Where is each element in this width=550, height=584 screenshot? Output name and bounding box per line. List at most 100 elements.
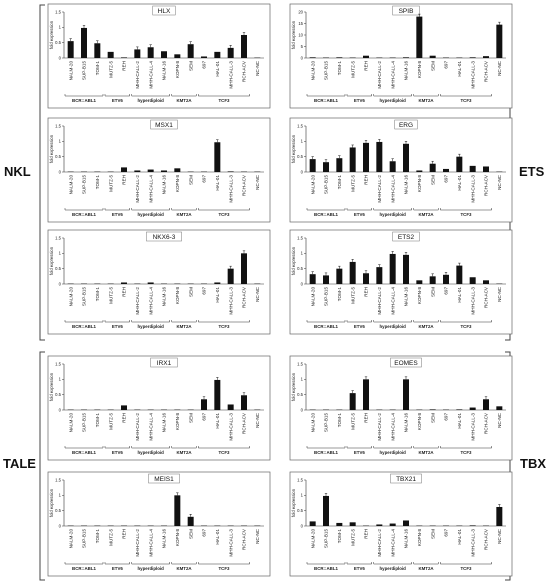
- bar-697: [201, 56, 207, 58]
- bar-mhh-call-3: [227, 404, 234, 410]
- bar-tom-1: [336, 268, 343, 284]
- y-tick-label: 1.5: [297, 361, 303, 366]
- group-label: BCR::ABL1: [72, 324, 96, 329]
- category-label: NALM-20: [310, 413, 315, 433]
- y-tick-label: 15: [298, 21, 303, 26]
- chart-panel-nkx6-3: 0 0.5 1 1.5 fold expression NKX6-3 NALM-20 SUP-…: [47, 229, 271, 335]
- bar-sup-b15: [323, 275, 329, 284]
- group-label: KMT2A: [418, 324, 434, 329]
- bar-mhh-call-3: [469, 277, 476, 284]
- category-label: REH: [364, 61, 369, 71]
- bar-rch-acv: [241, 35, 247, 58]
- category-label: MHH-CALL-3: [470, 61, 475, 89]
- category-label: SUP-B15: [324, 413, 329, 433]
- y-tick-label: 0.5: [55, 154, 61, 159]
- bar-nalm-16: [161, 51, 167, 58]
- category-label: NC-NC: [255, 286, 260, 301]
- y-tick-label: 0: [301, 169, 304, 174]
- category-label: SEM: [188, 61, 193, 71]
- bar-sem: [187, 516, 194, 526]
- category-label: TOM-1: [95, 413, 100, 428]
- category-label: KOPN-8: [175, 413, 180, 431]
- category-label: NALM-16: [162, 413, 167, 433]
- panel-frame: [47, 355, 271, 461]
- bar-hal-01: [456, 409, 463, 410]
- category-label: NALM-16: [404, 61, 409, 81]
- category-label: NALM-20: [68, 175, 73, 195]
- category-label: NC-NC: [497, 174, 502, 189]
- y-tick-label: 0.5: [55, 40, 61, 45]
- category-label: MUTZ-5: [108, 61, 113, 78]
- category-label: MHH-CALL-4: [390, 287, 395, 315]
- category-label: RCH-ACV: [484, 412, 489, 434]
- category-label: REH: [122, 175, 127, 185]
- bar-sup-b15: [323, 162, 329, 172]
- category-label: NC-NC: [497, 528, 502, 543]
- category-label: NALM-20: [310, 529, 315, 549]
- bar-nc-nc: [496, 406, 503, 410]
- category-label: SUP-B15: [82, 287, 87, 307]
- category-label: MUTZ-5: [350, 175, 355, 192]
- category-label: SEM: [430, 413, 435, 423]
- category-label: NC-NC: [255, 528, 260, 543]
- category-label: SUP-B15: [324, 61, 329, 81]
- category-label: NALM-20: [68, 61, 73, 81]
- bar-mhh-call-4: [389, 523, 396, 526]
- category-label: NALM-16: [404, 529, 409, 549]
- category-label: MHH-CALL-2: [135, 61, 140, 89]
- bar-mutz-5: [349, 261, 356, 284]
- chart-title: NKX6-3: [153, 234, 176, 241]
- category-label: MUTZ-5: [108, 529, 113, 546]
- category-label: TOM-1: [95, 175, 100, 190]
- bar-reh: [121, 57, 127, 58]
- bar-reh: [121, 167, 127, 172]
- group-label: BCR::ABL1: [314, 324, 338, 329]
- category-label: TOM-1: [337, 175, 342, 190]
- bar-kopn-8: [174, 54, 181, 58]
- y-tick-label: 0: [59, 281, 62, 286]
- category-label: HAL-01: [457, 529, 462, 545]
- bar-hal-01: [214, 51, 221, 58]
- group-label: TCF3: [219, 566, 231, 571]
- bar-reh: [363, 142, 369, 172]
- category-label: HAL-01: [215, 175, 220, 191]
- group-label: ETV6: [354, 566, 366, 571]
- category-label: MHH-CALL-4: [390, 175, 395, 203]
- bracket-tbx: [505, 351, 511, 581]
- y-tick-label: 1.5: [297, 477, 303, 482]
- category-label: RCH-ACV: [242, 174, 247, 196]
- group-label: ETV6: [354, 324, 366, 329]
- bar-mhh-call-3: [227, 171, 234, 172]
- category-label: MHH-CALL-3: [228, 61, 233, 89]
- bar-nc-nc: [496, 506, 503, 526]
- chart-panel-ets2: 0 0.5 1 1.5 fold expression ETS2 NALM-20 SUP-B1…: [289, 229, 513, 335]
- y-tick-label: 0.5: [297, 154, 303, 159]
- category-label: HAL-01: [457, 413, 462, 429]
- category-label: MUTZ-5: [108, 175, 113, 192]
- group-label: TCF3: [219, 324, 231, 329]
- group-label: TCF3: [219, 450, 231, 455]
- category-label: NALM-16: [404, 287, 409, 307]
- y-tick-label: 1: [59, 377, 62, 382]
- category-label: MHH-CALL-4: [390, 529, 395, 557]
- category-label: NC-NC: [255, 174, 260, 189]
- group-label: BCR::ABL1: [314, 450, 338, 455]
- bar-697: [443, 274, 449, 284]
- bar-mhh-call-2: [376, 141, 383, 172]
- category-label: KOPN-8: [417, 287, 422, 305]
- y-tick-label: 1: [59, 251, 62, 256]
- category-label: MHH-CALL-2: [377, 529, 382, 557]
- category-label: KOPN-8: [417, 413, 422, 431]
- y-axis-label: fold expression: [49, 372, 54, 401]
- bar-mhh-call-4: [389, 161, 396, 172]
- category-label: KOPN-8: [417, 61, 422, 79]
- bar-reh: [363, 379, 369, 410]
- bar-mutz-5: [349, 393, 356, 410]
- category-label: NALM-20: [310, 175, 315, 195]
- bar-nalm-20: [309, 521, 316, 526]
- bar-hal-01: [456, 156, 463, 172]
- group-label: hyperdiploid: [379, 212, 406, 217]
- bracket-nkl: [39, 4, 45, 341]
- category-label: HAL-01: [215, 413, 220, 429]
- bar-sem: [429, 409, 436, 410]
